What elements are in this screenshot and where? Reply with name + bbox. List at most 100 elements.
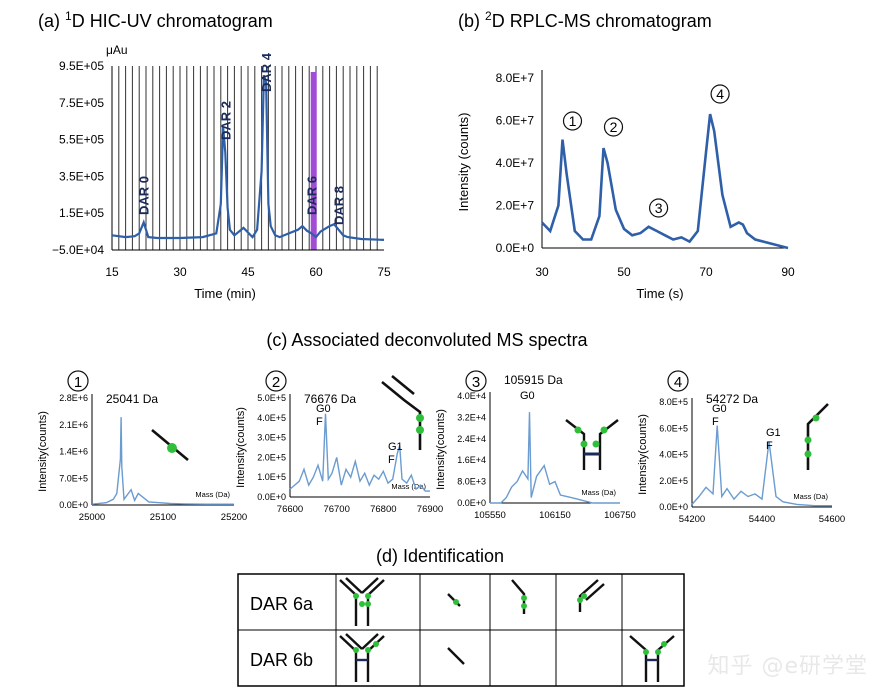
- y-tick-label: 8.0E+3: [457, 477, 486, 487]
- y-tick-label: 5.0E+5: [257, 393, 286, 403]
- dar6b-light-chain-icon: [447, 647, 465, 665]
- spectrum-number-marker: [67, 370, 89, 392]
- row-label-dar6b: DAR 6b: [250, 650, 313, 670]
- x-tick-label: 90: [781, 265, 795, 279]
- ms-spectrum-3: 3 105915 Da Intensity(counts) 4.0E+4 3.2E+4 2…: [435, 370, 636, 521]
- rplc-ms-trace: [541, 113, 789, 250]
- y-axis-label: Intensity(counts): [235, 407, 247, 488]
- glycan-label: G0: [520, 390, 535, 402]
- spectrum-trace: [691, 425, 832, 507]
- x-tick-label: 25200: [221, 512, 247, 523]
- dar6a-intact-antibody-icon: [339, 577, 385, 626]
- y-tick-label: 0.0E+0: [59, 500, 88, 510]
- x-tick-label: 76800: [370, 504, 396, 515]
- y-tick-label: 6.0E+7: [496, 114, 535, 128]
- x-tick-label: 54400: [749, 514, 775, 525]
- y-tick-label: 2.8E+6: [59, 393, 88, 403]
- glycan-label: G1: [388, 441, 403, 453]
- peak-label: DAR 0: [137, 176, 152, 215]
- y-tick-label: −5.0E+04: [52, 243, 104, 257]
- x-tick-label: 30: [173, 265, 187, 279]
- panel-b: (b) 2D RPLC-MS chromatogram Intensity (c…: [456, 9, 795, 301]
- y-tick-label: 1.5E+05: [59, 206, 104, 220]
- dar6b-antibody-icon: [629, 635, 675, 682]
- y-tick-label: 3.0E+5: [257, 433, 286, 443]
- watermark: 知乎 @e研学堂: [707, 654, 868, 679]
- y-tick-label: 9.5E+05: [59, 59, 104, 73]
- peak-number-marker: 2: [603, 117, 624, 137]
- dar6a-fab-icon: [577, 579, 605, 612]
- y-tick-label: 0.0E+0: [457, 498, 486, 508]
- drug-icon: [812, 414, 820, 422]
- drug-icon: [580, 440, 588, 448]
- svg-text:2: 2: [610, 119, 618, 135]
- glycan-label: F: [766, 440, 773, 452]
- y-tick-label: 2.4E+4: [457, 434, 486, 444]
- y-tick-label: 2.0E+5: [257, 452, 286, 462]
- x-tick-label: 76700: [323, 504, 349, 515]
- drug-icon: [416, 414, 424, 422]
- x-tick-label: 15: [105, 265, 119, 279]
- dar6a-light-chain-icon: [447, 593, 461, 607]
- half-antibody-icon: [806, 403, 829, 470]
- drug-icon: [416, 426, 424, 434]
- x-tick-label: 70: [699, 265, 713, 279]
- x-tick-label: 105550: [474, 510, 506, 521]
- peak-number-marker: 4: [710, 84, 730, 104]
- panel-b-ylabel: Intensity (counts): [456, 113, 471, 212]
- panel-c: (c) Associated deconvoluted MS spectra 1…: [37, 330, 845, 525]
- y-tick-label: 2.0E+7: [496, 199, 535, 213]
- ms-spectrum-4: 4 54272 Da Intensity(counts) 8.0E+5 6.0E+5 4.…: [637, 370, 845, 525]
- dar6a-half-antibody-icon: [511, 579, 527, 614]
- spectrum-number: 1: [74, 374, 82, 391]
- deconvoluted-mass: 105915 Da: [504, 373, 563, 387]
- y-tick-label: 1.6E+4: [457, 455, 486, 465]
- y-tick-label: 7.0E+5: [59, 473, 88, 483]
- spectrum-trace: [490, 412, 620, 504]
- spectrum-number: 4: [674, 374, 682, 391]
- drug-icon: [574, 426, 582, 434]
- peak-label: DAR 2: [218, 101, 233, 140]
- mass-axis-label: Mass (Da): [195, 490, 230, 499]
- x-tick-label: 76900: [417, 504, 443, 515]
- mass-axis-label: Mass (Da): [391, 482, 426, 491]
- x-tick-label: 25000: [79, 512, 105, 523]
- drug-icon: [804, 436, 812, 444]
- hic-uv-trace: [111, 74, 385, 241]
- y-tick-label: 0.0E+0: [496, 241, 535, 255]
- glycan-label: F: [316, 416, 323, 428]
- y-tick-label: 0.0E+0: [659, 502, 688, 512]
- y-tick-label: 3.2E+4: [457, 412, 486, 422]
- glycan-label: F: [712, 416, 719, 428]
- panel-b-title: (b) 2D RPLC-MS chromatogram: [458, 9, 712, 31]
- panel-a-xlabel: Time (min): [194, 286, 256, 301]
- y-tick-label: 4.0E+4: [457, 391, 486, 401]
- panel-a: (a) 1D HIC-UV chromatogram μAu 9.5E+05 7.…: [38, 9, 391, 301]
- x-tick-label: 76600: [277, 504, 303, 515]
- y-tick-label: 6.0E+5: [659, 423, 688, 433]
- deconvoluted-mass: 76676 Da: [304, 392, 356, 406]
- glycan-label: G1: [766, 427, 781, 439]
- y-tick-label: 3.5E+05: [59, 169, 104, 183]
- svg-text:4: 4: [716, 86, 724, 102]
- spectrum-trace: [91, 417, 234, 505]
- y-tick-label: 0.0E+0: [257, 492, 286, 502]
- x-tick-label: 54600: [819, 514, 845, 525]
- spectrum-number-marker: [667, 370, 689, 392]
- drug-icon: [600, 426, 608, 434]
- mass-axis-label: Mass (Da): [581, 488, 616, 497]
- drug-icon: [804, 450, 812, 458]
- deconvoluted-mass: 25041 Da: [106, 392, 158, 406]
- y-tick-label: 4.0E+5: [659, 450, 688, 460]
- peak-label: DAR 4: [259, 52, 274, 92]
- y-tick-label: 7.5E+05: [59, 96, 104, 110]
- y-tick-label: 4.0E+5: [257, 413, 286, 423]
- x-tick-label: 50: [617, 265, 631, 279]
- highlighted-fraction: [310, 72, 317, 250]
- y-tick-label: 1.0E+5: [257, 472, 286, 482]
- svg-text:1: 1: [569, 113, 577, 129]
- x-tick-label: 106750: [604, 510, 636, 521]
- y-tick-label: 4.0E+7: [496, 156, 535, 170]
- deconvoluted-mass: 54272 Da: [706, 392, 758, 406]
- y-tick-label: 8.0E+7: [496, 71, 535, 85]
